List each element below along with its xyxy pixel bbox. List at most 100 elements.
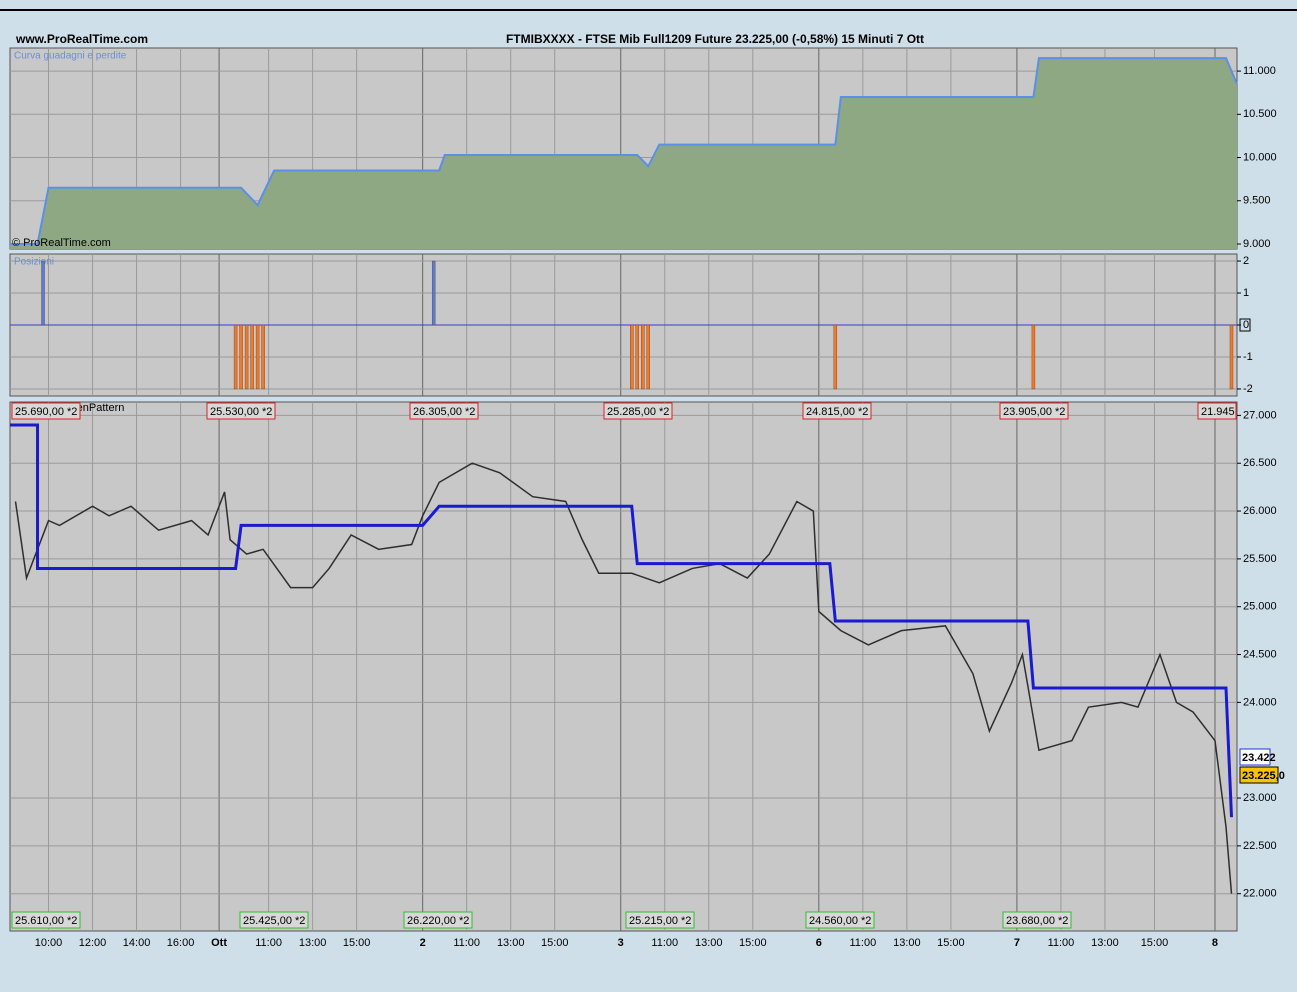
x-tick-label: 15:00	[739, 937, 767, 949]
top-label: 25.690,00 *2	[15, 406, 77, 418]
x-tick-label: 3	[618, 937, 624, 949]
x-tick-label: 15:00	[343, 937, 371, 949]
bottom-label: 25.215,00 *2	[629, 915, 691, 927]
y-tick-label: 26.500	[1243, 457, 1277, 469]
x-tick-label: 13:00	[695, 937, 723, 949]
x-tick-label: 13:00	[497, 937, 525, 949]
label-box	[802, 402, 872, 420]
bottom-label: 25.425,00 *2	[243, 915, 305, 927]
site-label: www.ProRealTime.com	[15, 32, 148, 46]
panel	[9, 401, 1238, 932]
x-tick-label: 11:00	[849, 937, 876, 949]
x-tick-label: 6	[816, 937, 822, 949]
x-tick-label: 2	[420, 937, 426, 949]
y-tick-label: 10.500	[1243, 108, 1277, 120]
x-tick-label: 15:00	[937, 937, 965, 949]
label-box	[409, 402, 479, 420]
x-tick-label: 15:00	[541, 937, 569, 949]
chart-title: FTMIBXXXX - FTSE Mib Full1209 Future 23.…	[506, 32, 924, 46]
y-tick-label: 25.000	[1243, 601, 1277, 613]
y-tick-label: -1	[1243, 351, 1253, 363]
top-label: 23.905,00 *2	[1003, 406, 1065, 418]
price-tag-text: 23.422	[1242, 752, 1276, 764]
top-label: 24.815,00 *2	[806, 406, 868, 418]
y-tick-label: 24.000	[1243, 696, 1277, 708]
position-bar	[646, 324, 650, 390]
x-tick-label: 11:00	[651, 937, 678, 949]
position-bar	[630, 324, 634, 390]
x-tick-label: 15:00	[1141, 937, 1169, 949]
position-bar	[255, 324, 260, 390]
price-tag	[1239, 766, 1279, 784]
x-tick-label: 13:00	[893, 937, 921, 949]
position-bar	[833, 324, 838, 390]
y-tick-label: 24.500	[1243, 648, 1277, 660]
label-box	[403, 911, 473, 929]
position-bar	[431, 260, 436, 326]
x-tick-label: 11:00	[453, 937, 480, 949]
y-tick-label: 11.000	[1243, 65, 1276, 77]
bottom-label: 25.610,00 *2	[15, 915, 77, 927]
position-bar	[244, 324, 249, 390]
x-tick-label: 11:00	[1048, 937, 1075, 949]
label-box	[805, 911, 875, 929]
label-box	[11, 402, 81, 420]
equity-line	[10, 57, 1238, 245]
y-tick-label: -2	[1243, 383, 1253, 395]
label-box	[11, 911, 81, 929]
label-box	[625, 911, 695, 929]
price-tag	[1239, 748, 1271, 766]
y-tick-label: 25.500	[1243, 553, 1277, 565]
top-label: 26.305,00 *2	[413, 406, 475, 418]
bottom-label: 26.220,00 *2	[407, 915, 469, 927]
x-tick-label: 12:00	[79, 937, 107, 949]
position-bar	[233, 324, 238, 390]
position-bar	[250, 324, 254, 390]
label-box	[1197, 402, 1237, 420]
x-tick-label: 14:00	[123, 937, 151, 949]
position-bar	[1031, 324, 1036, 390]
bottom-label: 24.560,00 *2	[809, 915, 871, 927]
bottom-label: 23.680,00 *2	[1006, 915, 1068, 927]
y-tick-label: 9.000	[1243, 238, 1271, 250]
position-bar	[1229, 324, 1234, 390]
equity-area	[10, 58, 1237, 249]
copyright: © ProRealTime.com	[12, 237, 111, 249]
y-tick-label: 2	[1243, 255, 1249, 267]
panel-label: Posizioni	[14, 257, 54, 268]
position-bar	[641, 324, 645, 390]
top-label: 25.530,00 *2	[210, 406, 272, 418]
price-tag-text: 23.225,0	[1242, 770, 1285, 782]
x-tick-label: 8	[1212, 937, 1218, 949]
label-box	[239, 911, 309, 929]
label-box	[206, 402, 276, 420]
x-tick-label: 11:00	[255, 937, 282, 949]
y-tick-label: 0	[1243, 319, 1249, 331]
top-label: 21.945	[1201, 406, 1235, 418]
position-bar	[635, 324, 639, 390]
stop-line	[10, 423, 1233, 818]
panel-label: Curva guadagni e perdite	[14, 51, 127, 62]
y-tick-label: 27.000	[1243, 409, 1277, 421]
y-tick-label: 26.000	[1243, 505, 1277, 517]
position-bar	[239, 324, 243, 390]
y-tick-label: 10.000	[1243, 151, 1277, 163]
y-tick-label: 22.500	[1243, 840, 1277, 852]
y-tick-label: 9.500	[1243, 195, 1271, 207]
x-tick-label: Ott	[211, 937, 227, 949]
x-tick-label: 7	[1014, 937, 1020, 949]
x-tick-label: 13:00	[1091, 937, 1119, 949]
x-tick-label: 13:00	[299, 937, 327, 949]
position-bar	[41, 260, 45, 326]
label-box	[999, 402, 1069, 420]
x-tick-label: 10:00	[35, 937, 63, 949]
x-tick-label: 16:00	[167, 937, 195, 949]
label-box	[603, 402, 673, 420]
label-box	[1002, 911, 1072, 929]
top-label: 25.285,00 *2	[607, 406, 669, 418]
price-line	[14, 462, 1233, 894]
position-bar	[261, 324, 265, 390]
y-tick-label: 23.000	[1243, 792, 1277, 804]
